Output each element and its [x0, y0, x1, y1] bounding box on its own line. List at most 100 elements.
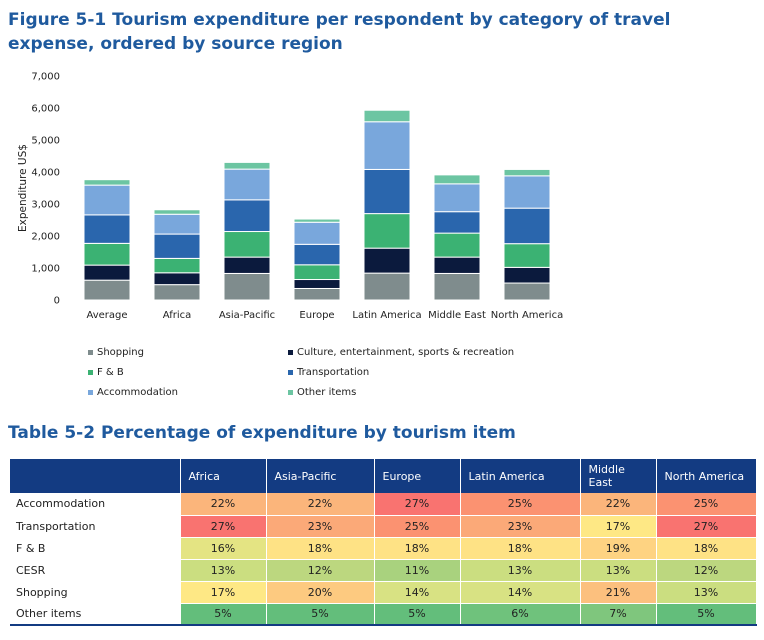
table-cell: 13% [656, 581, 757, 604]
x-tick-label: Europe [299, 310, 334, 321]
legend-label-accommodation: Accommodation [97, 387, 179, 398]
table-row: F & B 16% 18% 18% 18% 19% 18% [10, 537, 757, 560]
table-cell: 12% [656, 559, 757, 582]
row-label: Accommodation [10, 493, 181, 516]
bar-segment [223, 161, 271, 170]
table-cell: 13% [580, 559, 657, 582]
column-header: Latin America [460, 459, 581, 493]
bar-segment [153, 233, 201, 259]
bar-segment [153, 284, 201, 301]
table-cell: 27% [656, 515, 757, 538]
table-title: Table 5-2 Percentage of expenditure by t… [8, 423, 516, 443]
bar-segment [293, 243, 341, 266]
bar-segment [153, 213, 201, 235]
y-tick-label: 3,000 [31, 200, 60, 211]
x-tick-label: Middle East [428, 310, 486, 321]
table-cell: 14% [374, 581, 461, 604]
row-label: Transportation [10, 515, 181, 538]
legend-label-fb: F & B [97, 367, 124, 378]
bar-segment [83, 264, 131, 281]
bar-segment [363, 272, 411, 301]
legend-swatch-transportation [288, 370, 293, 375]
bar-segment [293, 279, 341, 289]
bar-segment [83, 242, 131, 266]
legend-label-transportation: Transportation [297, 367, 370, 378]
legend-label-other: Other items [297, 387, 357, 398]
bar-segment [293, 287, 341, 301]
bar-segment [433, 211, 481, 234]
x-tick-label: Average [86, 310, 127, 321]
x-tick-label: Africa [163, 310, 192, 321]
bar-segment [223, 199, 271, 233]
table-cell: 22% [266, 493, 375, 516]
y-tick-label: 2,000 [31, 232, 60, 243]
bar-segment [363, 168, 411, 215]
bar-segment [83, 184, 131, 216]
table-cell: 27% [374, 493, 461, 516]
legend-swatch-shopping [88, 350, 93, 355]
table-header-corner [10, 459, 181, 493]
row-label: Other items [10, 603, 181, 626]
table-cell: 22% [580, 493, 657, 516]
bar-segment [433, 272, 481, 301]
table-cell: 17% [580, 515, 657, 538]
bar-segment [503, 282, 551, 301]
legend-label-shopping: Shopping [97, 347, 144, 358]
bar-segment [293, 264, 341, 281]
bar-segment [363, 213, 411, 249]
bar-segment [363, 247, 411, 274]
table-cell: 21% [580, 581, 657, 604]
legend-swatch-other [288, 390, 293, 395]
x-tick-label: Latin America [352, 310, 421, 321]
bar-segment [223, 168, 271, 201]
table-cell: 19% [580, 537, 657, 560]
bar-segment [153, 257, 201, 274]
table-cell: 18% [460, 537, 581, 560]
x-tick-label: North America [491, 310, 563, 321]
table-row: Other items 5% 5% 5% 6% 7% 5% [10, 603, 757, 626]
table-cell: 25% [460, 493, 581, 516]
row-label: Shopping [10, 581, 181, 604]
bar-segment [293, 221, 341, 245]
row-label: CESR [10, 559, 181, 582]
bar-segment [433, 232, 481, 258]
bar-segment [503, 175, 551, 209]
table-cell: 13% [460, 559, 581, 582]
bar-segment [83, 214, 131, 244]
y-tick-label: 4,000 [31, 168, 60, 179]
table-cell: 18% [656, 537, 757, 560]
table-cell: 5% [180, 603, 267, 626]
legend-swatch-culture [288, 350, 293, 355]
y-tick-label: 1,000 [31, 264, 60, 275]
legend-swatch-fb [88, 370, 93, 375]
bar-segment [433, 183, 481, 213]
legend-item-culture: Culture, entertainment, sports & recreat… [288, 347, 514, 358]
legend-item-shopping: Shopping [88, 347, 144, 358]
expenditure-table: Africa Asia-Pacific Europe Latin America… [10, 459, 757, 626]
legend-label-culture: Culture, entertainment, sports & recreat… [297, 347, 515, 358]
bar-segment [503, 266, 551, 284]
table-cell: 25% [374, 515, 461, 538]
bar-segment [223, 272, 271, 301]
bar-segment [433, 174, 481, 185]
legend-swatch-accommodation [88, 390, 93, 395]
legend-item-other: Other items [288, 387, 356, 398]
legend-item-accommodation: Accommodation [88, 387, 178, 398]
table-cell: 13% [180, 559, 267, 582]
bar-segment [223, 231, 271, 258]
bar-segment [293, 218, 341, 223]
column-header: Africa [180, 459, 267, 493]
table-cell: 23% [266, 515, 375, 538]
table-cell: 18% [266, 537, 375, 560]
table-cell: 14% [460, 581, 581, 604]
table-header-row: Africa Asia-Pacific Europe Latin America… [10, 459, 757, 493]
table-cell: 25% [656, 493, 757, 516]
table-cell: 5% [656, 603, 757, 626]
legend-item-fb: F & B [88, 367, 124, 378]
table-cell: 17% [180, 581, 267, 604]
table-cell: 6% [460, 603, 581, 626]
table-row: Shopping 17% 20% 14% 14% 21% 13% [10, 581, 757, 604]
y-axis-label: Expenditure US$ [17, 144, 29, 232]
bar-segment [503, 168, 551, 177]
column-header: Europe [374, 459, 461, 493]
